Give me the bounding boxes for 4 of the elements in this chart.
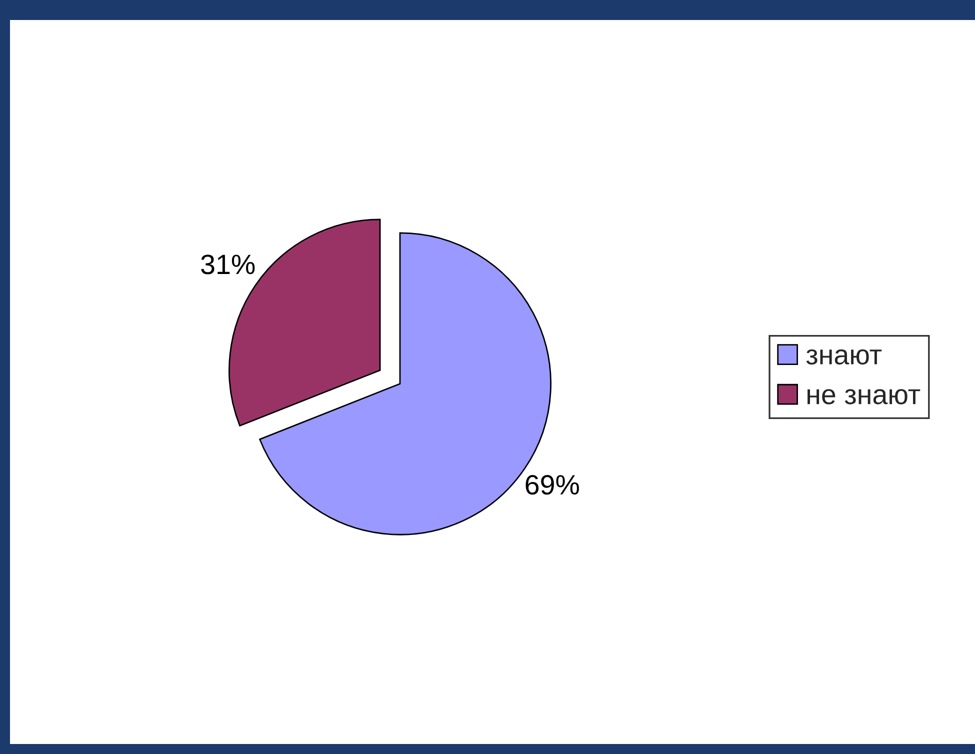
legend-label: знают <box>806 349 882 365</box>
data-label: 69% <box>526 474 579 495</box>
data-label: 31% <box>201 254 255 274</box>
legend-label: не знают <box>808 389 920 404</box>
